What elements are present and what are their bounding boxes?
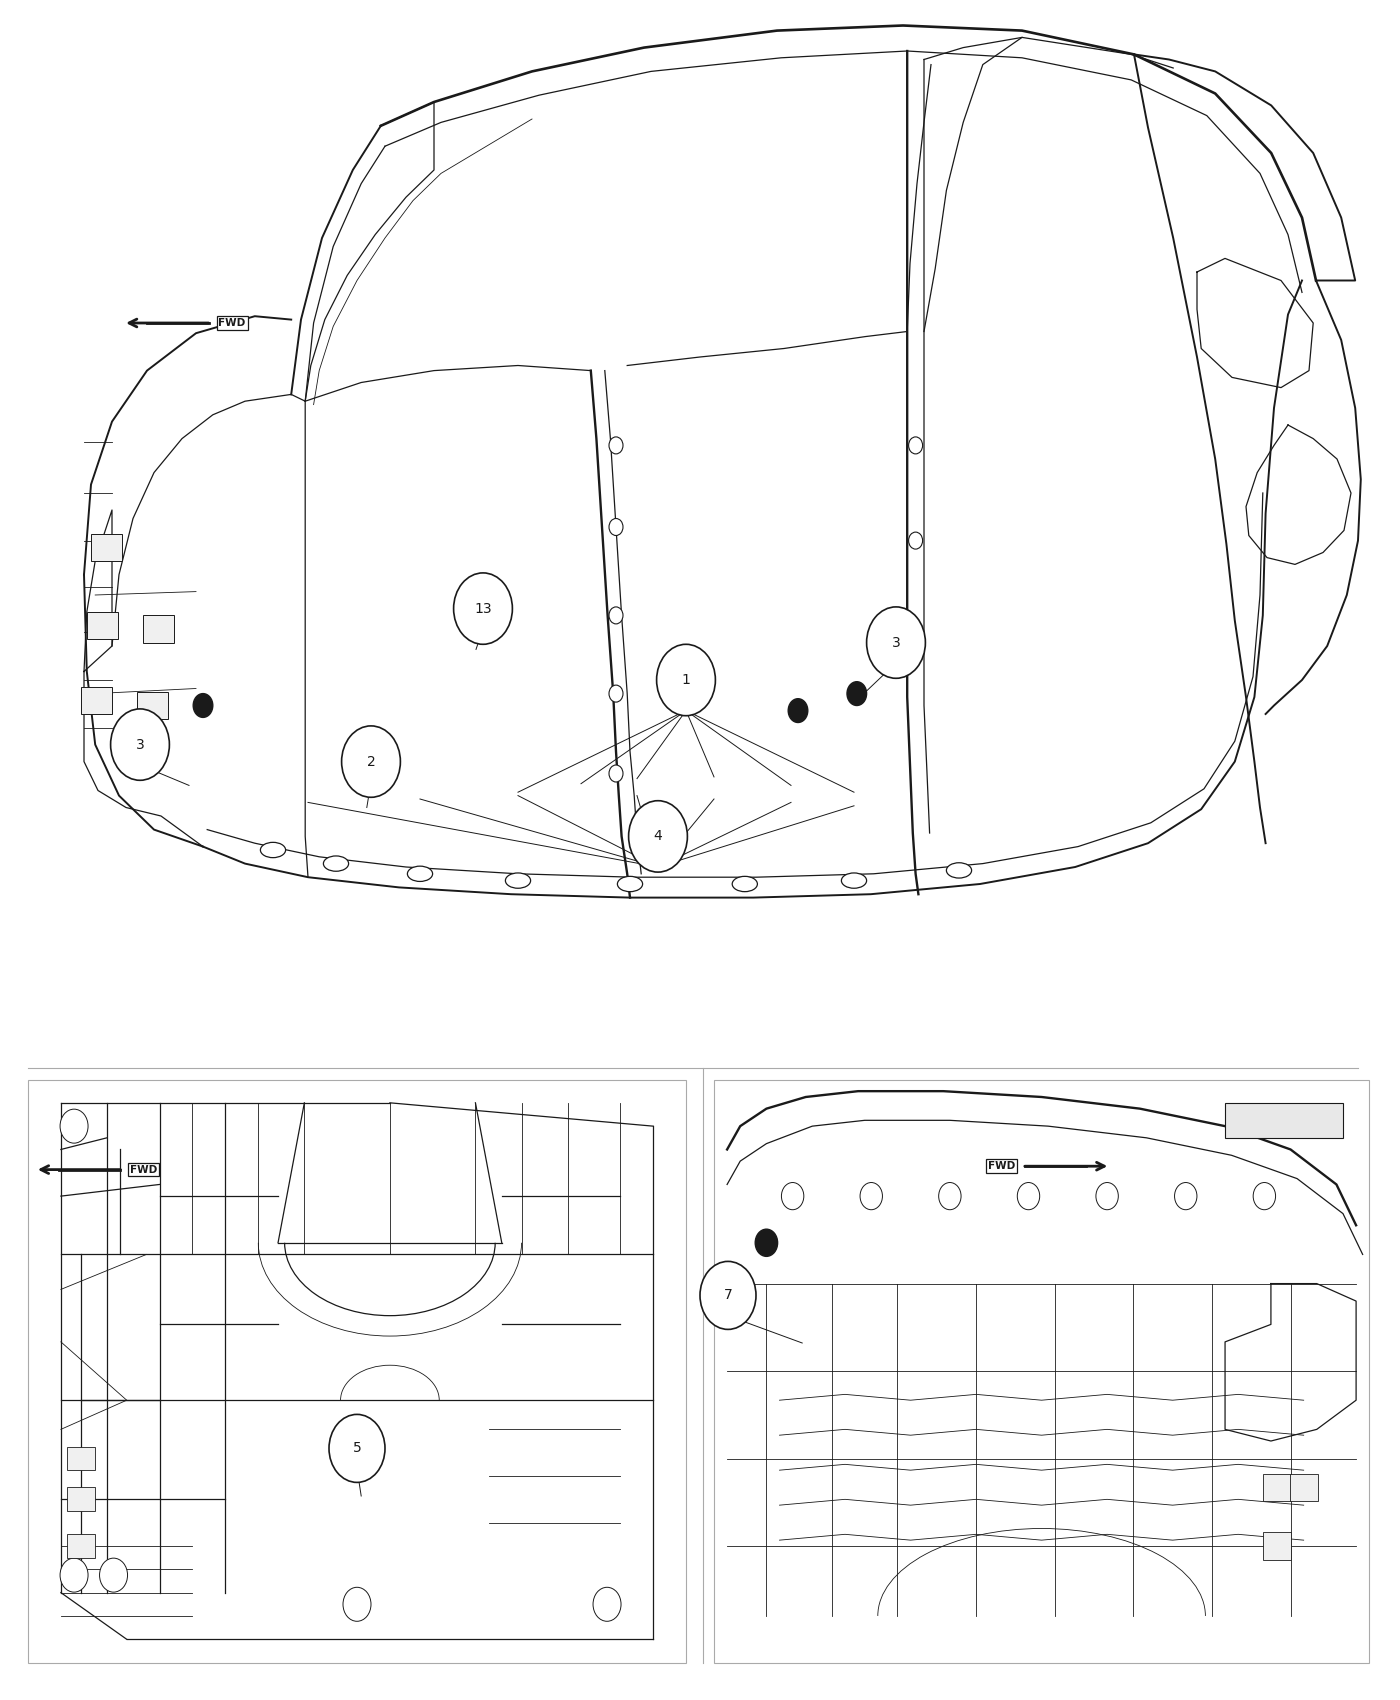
- Text: FWD: FWD: [218, 318, 245, 328]
- Ellipse shape: [617, 877, 643, 893]
- Text: 1: 1: [682, 673, 690, 687]
- Circle shape: [781, 1183, 804, 1210]
- Bar: [137, 692, 168, 719]
- Circle shape: [60, 1559, 88, 1593]
- Circle shape: [343, 1588, 371, 1622]
- Bar: [1263, 1474, 1291, 1501]
- Ellipse shape: [505, 874, 531, 887]
- Text: FWD: FWD: [988, 1161, 1015, 1171]
- Circle shape: [629, 801, 687, 872]
- Circle shape: [867, 607, 925, 678]
- Ellipse shape: [946, 864, 972, 877]
- Circle shape: [99, 1559, 127, 1593]
- Text: 13: 13: [475, 602, 491, 615]
- Circle shape: [909, 532, 923, 549]
- Bar: [143, 615, 174, 643]
- Text: 3: 3: [892, 636, 900, 649]
- Bar: [1263, 1532, 1291, 1559]
- Circle shape: [700, 1261, 756, 1329]
- Text: 5: 5: [353, 1442, 361, 1455]
- Circle shape: [609, 437, 623, 454]
- Bar: [67, 1447, 95, 1470]
- Circle shape: [342, 726, 400, 797]
- Circle shape: [609, 607, 623, 624]
- Circle shape: [193, 694, 213, 717]
- Circle shape: [60, 1108, 88, 1142]
- Text: 4: 4: [654, 830, 662, 843]
- Ellipse shape: [407, 867, 433, 882]
- Bar: [714, 1080, 1369, 1663]
- Circle shape: [909, 629, 923, 646]
- Circle shape: [847, 682, 867, 706]
- Circle shape: [657, 644, 715, 716]
- Text: 2: 2: [367, 755, 375, 768]
- Circle shape: [609, 518, 623, 536]
- Circle shape: [609, 685, 623, 702]
- Ellipse shape: [323, 857, 349, 872]
- Bar: [67, 1488, 95, 1511]
- Circle shape: [609, 765, 623, 782]
- Circle shape: [788, 699, 808, 722]
- Text: 7: 7: [724, 1289, 732, 1302]
- Circle shape: [1018, 1183, 1040, 1210]
- Circle shape: [860, 1183, 882, 1210]
- Circle shape: [594, 1588, 622, 1622]
- Bar: [81, 687, 112, 714]
- Bar: [28, 1080, 686, 1663]
- Ellipse shape: [260, 843, 286, 857]
- Circle shape: [454, 573, 512, 644]
- Bar: [87, 612, 118, 639]
- Ellipse shape: [841, 874, 867, 887]
- Bar: [67, 1533, 95, 1557]
- Text: 3: 3: [136, 738, 144, 751]
- Circle shape: [1175, 1183, 1197, 1210]
- Ellipse shape: [732, 877, 757, 893]
- Bar: [1289, 1474, 1317, 1501]
- Circle shape: [111, 709, 169, 780]
- Circle shape: [755, 1229, 777, 1256]
- Circle shape: [1096, 1183, 1119, 1210]
- Bar: [91, 534, 122, 561]
- Bar: [1225, 1103, 1343, 1137]
- Circle shape: [909, 437, 923, 454]
- Text: FWD: FWD: [130, 1164, 157, 1175]
- Circle shape: [938, 1183, 960, 1210]
- Circle shape: [329, 1414, 385, 1482]
- Circle shape: [1253, 1183, 1275, 1210]
